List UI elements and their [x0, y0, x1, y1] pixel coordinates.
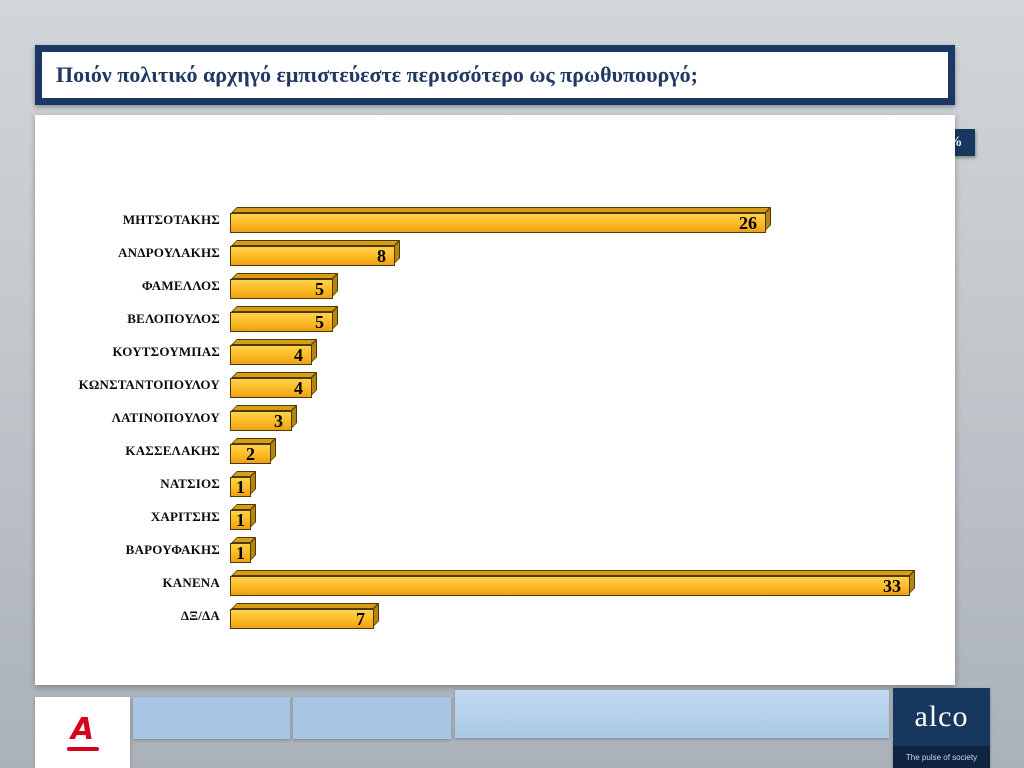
bar: 3: [230, 404, 297, 431]
value-label: 7: [356, 608, 365, 629]
chart-row: ΔΞ/ΔΑ 7: [35, 599, 945, 632]
title-bar: Ποιόν πολιτικό αρχηγό εμπιστεύεστε περισ…: [35, 45, 955, 105]
category-label: ΚΑΝΕΝΑ: [162, 574, 220, 590]
bar: 5: [230, 305, 338, 332]
value-label: 5: [315, 278, 324, 299]
category-label: ΔΞ/ΔΑ: [180, 607, 220, 623]
category-label: ΒΑΡΟΥΦΑΚΗΣ: [125, 541, 220, 557]
chart-row: ΚΑΝΕΝΑ 33: [35, 566, 945, 599]
value-label: 4: [294, 344, 303, 365]
chart-rows: ΜΗΤΣΟΤΑΚΗΣ 26 ΑΝΔΡΟΥΛΑΚΗΣ 8 ΦΑΜΕΛΛΟΣ 5 ΒΕΛΟΠΟΥ…: [35, 203, 945, 632]
bar-top-face: [231, 338, 317, 345]
footer-blue-segment-1: [133, 697, 290, 739]
title-inner: Ποιόν πολιτικό αρχηγό εμπιστεύεστε περισ…: [42, 52, 948, 98]
alpha-logo-underline: [66, 746, 99, 751]
category-label: ΒΕΛΟΠΟΥΛΟΣ: [127, 310, 220, 326]
bar: 5: [230, 272, 338, 299]
alpha-logo-letter: A: [70, 711, 95, 747]
value-label: 3: [274, 410, 283, 431]
chart-row: ΝΑΤΣΙΟΣ 1: [35, 467, 945, 500]
value-label: 2: [246, 443, 255, 464]
bar: 1: [230, 503, 256, 530]
category-label: ΦΑΜΕΛΛΟΣ: [141, 277, 220, 293]
alco-tagline: The pulse of society: [905, 752, 978, 762]
bar-top-face: [231, 437, 276, 444]
category-label: ΚΩΝΣΤΑΝΤΟΠΟΥΛΟΥ: [78, 376, 220, 392]
bar-top-face: [231, 569, 915, 576]
chart-panel: ΜΗΤΣΟΤΑΚΗΣ 26 ΑΝΔΡΟΥΛΑΚΗΣ 8 ΦΑΜΕΛΛΟΣ 5 ΒΕΛΟΠΟΥ…: [35, 115, 955, 685]
bar: 4: [230, 371, 317, 398]
value-label: 4: [294, 377, 303, 398]
bar-top-face: [231, 602, 379, 609]
value-label: 26: [739, 212, 757, 233]
bar: 1: [230, 470, 256, 497]
chart-row: ΜΗΤΣΟΤΑΚΗΣ 26: [35, 203, 945, 236]
bar: 8: [230, 239, 400, 266]
footer-blue-segment-3: [455, 690, 889, 738]
chart-row: ΑΝΔΡΟΥΛΑΚΗΣ 8: [35, 236, 945, 269]
bar-top-face: [231, 305, 338, 312]
chart-row: ΚΟΥΤΣΟΥΜΠΑΣ 4: [35, 335, 945, 368]
chart-row: ΚΑΣΣΕΛΑΚΗΣ 2: [35, 434, 945, 467]
bar: 33: [230, 569, 915, 596]
category-label: ΛΑΤΙΝΟΠΟΥΛΟΥ: [111, 409, 220, 425]
category-label: ΚΑΣΣΕΛΑΚΗΣ: [125, 442, 220, 458]
bar: 4: [230, 338, 317, 365]
footer-blue-segment-2: [293, 697, 451, 739]
alco-logo: alco: [914, 700, 969, 733]
bar-top-face: [231, 239, 400, 246]
value-label: 1: [236, 542, 245, 563]
alpha-logo: A: [35, 697, 130, 768]
value-label: 1: [236, 476, 245, 497]
chart-row: ΧΑΡΙΤΣΗΣ 1: [35, 500, 945, 533]
value-label: 1: [236, 509, 245, 530]
category-label: ΚΟΥΤΣΟΥΜΠΑΣ: [112, 343, 220, 359]
bar: 26: [230, 206, 771, 233]
chart-row: ΒΑΡΟΥΦΑΚΗΣ 1: [35, 533, 945, 566]
category-label: ΝΑΤΣΙΟΣ: [160, 475, 220, 491]
category-label: ΜΗΤΣΟΤΑΚΗΣ: [122, 211, 220, 227]
value-label: 8: [377, 245, 386, 266]
bar: 2: [230, 437, 276, 464]
category-label: ΧΑΡΙΤΣΗΣ: [150, 508, 220, 524]
bar-top-face: [231, 272, 338, 279]
bar-top-face: [231, 404, 297, 411]
chart-row: ΒΕΛΟΠΟΥΛΟΣ 5: [35, 302, 945, 335]
chart-row: ΦΑΜΕΛΛΟΣ 5: [35, 269, 945, 302]
value-label: 5: [315, 311, 324, 332]
alco-tagline-strip: The pulse of society: [893, 746, 990, 768]
page-title: Ποιόν πολιτικό αρχηγό εμπιστεύεστε περισ…: [56, 62, 698, 87]
bar: 1: [230, 536, 256, 563]
value-label: 33: [883, 575, 901, 596]
alco-logo-box: alco The pulse of society: [893, 688, 990, 768]
chart-row: ΚΩΝΣΤΑΝΤΟΠΟΥΛΟΥ 4: [35, 368, 945, 401]
chart-row: ΛΑΤΙΝΟΠΟΥΛΟΥ 3: [35, 401, 945, 434]
bar: 7: [230, 602, 379, 629]
bar-top-face: [231, 206, 771, 213]
bar-top-face: [231, 371, 317, 378]
category-label: ΑΝΔΡΟΥΛΑΚΗΣ: [118, 244, 220, 260]
